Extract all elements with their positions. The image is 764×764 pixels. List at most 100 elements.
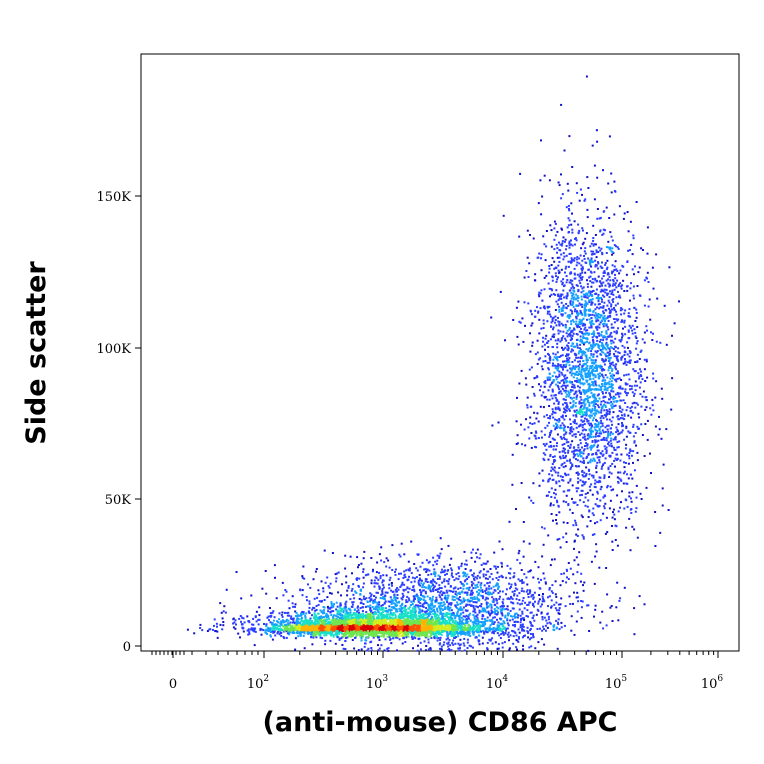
data-point <box>336 631 339 634</box>
data-point <box>485 611 488 614</box>
data-point <box>392 614 395 617</box>
data-point <box>446 601 449 603</box>
data-point <box>557 623 560 626</box>
data-point <box>377 622 380 625</box>
data-point <box>382 618 385 621</box>
data-point <box>367 647 370 650</box>
data-point <box>416 604 419 607</box>
data-point <box>542 593 544 595</box>
data-point <box>505 593 507 596</box>
data-point <box>458 616 461 619</box>
data-point <box>292 605 295 608</box>
data-point <box>325 634 328 637</box>
data-point <box>378 571 381 574</box>
data-point <box>292 628 295 631</box>
data-point <box>393 595 396 598</box>
data-point <box>440 631 443 634</box>
data-point <box>469 592 472 595</box>
data-point <box>514 631 516 634</box>
data-point <box>390 623 393 626</box>
data-point <box>292 621 295 624</box>
data-point <box>521 636 524 639</box>
data-point <box>326 618 329 621</box>
data-point <box>329 623 332 626</box>
data-point <box>322 621 325 623</box>
data-point <box>394 596 397 599</box>
data-point <box>416 622 419 625</box>
data-point <box>312 634 315 637</box>
data-point <box>426 634 428 636</box>
data-point <box>342 611 345 614</box>
data-point <box>296 632 299 635</box>
data-point <box>396 626 399 629</box>
data-point <box>216 625 218 628</box>
data-point <box>355 617 358 620</box>
data-point <box>326 605 329 608</box>
data-point <box>434 560 437 563</box>
data-point <box>464 618 467 621</box>
data-point <box>274 626 277 629</box>
data-point <box>329 629 332 632</box>
data-point <box>490 609 493 612</box>
data-point <box>485 603 488 606</box>
data-point <box>576 610 579 613</box>
data-point <box>274 623 277 626</box>
data-point <box>638 595 641 598</box>
data-point <box>311 624 314 627</box>
data-point <box>459 581 462 583</box>
data-point <box>395 636 398 639</box>
data-point <box>344 617 347 620</box>
data-point <box>487 629 490 632</box>
data-point <box>313 626 316 629</box>
data-point <box>404 611 407 613</box>
data-point <box>365 636 368 639</box>
data-point <box>317 619 320 622</box>
data-point <box>234 619 237 622</box>
data-point <box>539 605 542 608</box>
data-point <box>315 626 318 629</box>
data-point <box>271 611 274 614</box>
data-point <box>500 629 503 632</box>
data-point <box>575 596 578 599</box>
data-point <box>420 634 423 637</box>
data-point <box>377 611 380 613</box>
data-point <box>311 608 314 611</box>
data-point <box>430 615 433 618</box>
data-point <box>320 624 323 627</box>
data-point <box>478 634 481 637</box>
data-point <box>537 641 540 644</box>
data-point <box>303 626 305 628</box>
data-point <box>411 609 413 612</box>
data-point <box>221 628 224 631</box>
data-point <box>469 619 472 622</box>
data-point <box>357 618 360 621</box>
data-point <box>271 627 274 630</box>
data-point <box>307 630 310 633</box>
data-point <box>447 580 450 583</box>
data-point <box>367 617 370 620</box>
data-point <box>449 613 451 616</box>
data-point <box>258 614 261 617</box>
data-point <box>377 649 380 652</box>
data-point <box>423 616 426 619</box>
data-point <box>410 636 413 639</box>
data-point <box>486 648 489 651</box>
data-point <box>523 607 526 610</box>
data-point <box>407 624 409 627</box>
data-point <box>369 600 371 603</box>
data-point <box>324 628 327 631</box>
data-point <box>465 620 468 623</box>
data-point <box>327 628 330 630</box>
data-point <box>388 579 391 582</box>
data-point <box>387 613 390 616</box>
data-point <box>451 598 454 601</box>
data-point <box>368 632 371 635</box>
data-point <box>463 591 466 594</box>
data-point <box>459 606 462 609</box>
data-point <box>476 556 479 559</box>
data-point <box>462 597 465 600</box>
data-point <box>457 592 460 595</box>
data-point <box>557 621 559 624</box>
data-point <box>309 617 312 620</box>
data-point <box>448 578 451 581</box>
